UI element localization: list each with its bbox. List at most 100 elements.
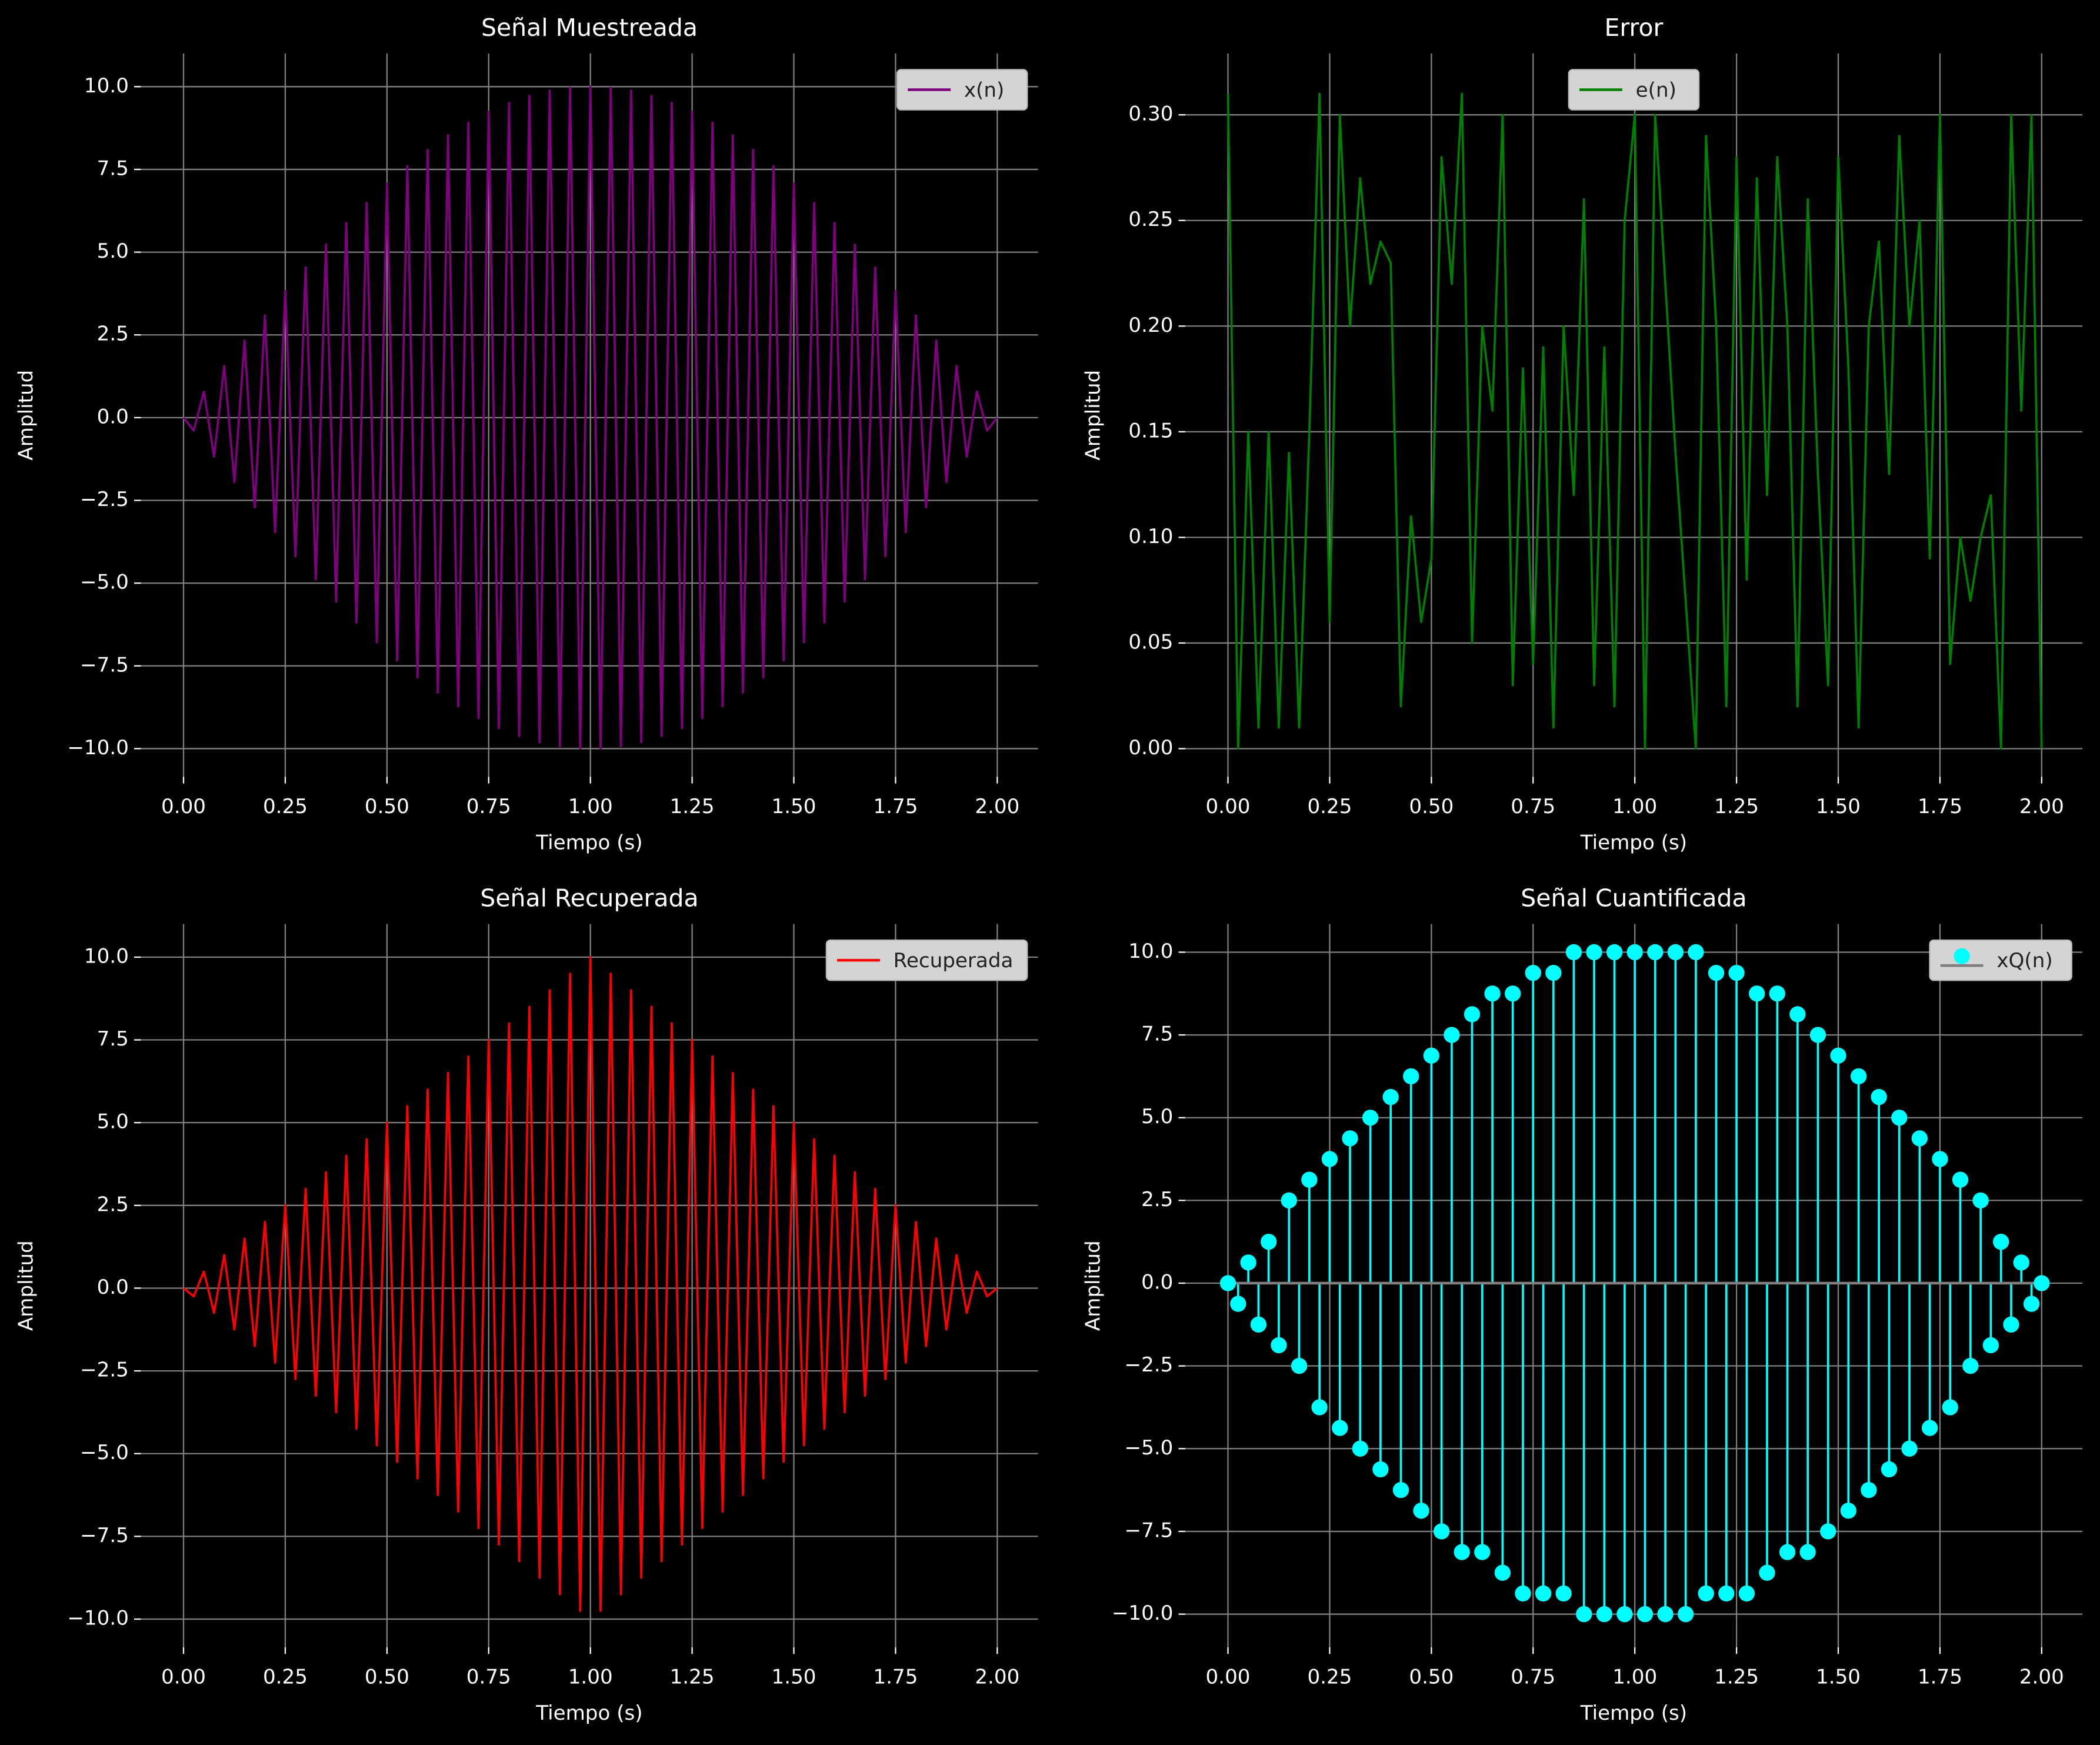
- marker: [1219, 1275, 1236, 1291]
- marker: [1789, 1006, 1806, 1023]
- marker: [1332, 1420, 1348, 1436]
- marker: [1942, 1399, 1958, 1416]
- marker: [1606, 944, 1623, 961]
- series-line: [182, 85, 998, 750]
- marker: [1301, 1171, 1318, 1188]
- y-tick-label: 0.10: [1128, 525, 1173, 548]
- y-axis-label: Amplitud: [1082, 370, 1105, 461]
- subplot: 0.00 0.25 0.50 0.75 1.00 1.25 1.50 1.75 2.00 −10.…: [14, 884, 1038, 1725]
- marker: [1779, 1544, 1796, 1560]
- y-tick-label: 0.15: [1128, 419, 1173, 442]
- x-tick-label: 0.50: [1409, 1666, 1454, 1689]
- marker: [1596, 1606, 1612, 1623]
- y-tick-label: 2.5: [97, 322, 129, 346]
- legend-label: x(n): [964, 78, 1004, 102]
- marker: [1708, 964, 1725, 981]
- marker: [1636, 1606, 1654, 1623]
- y-tick-label: 5.0: [1141, 1105, 1173, 1128]
- marker: [1281, 1192, 1297, 1209]
- x-tick-label: 0.75: [466, 1666, 511, 1689]
- legend-label: xQ(n): [1996, 949, 2052, 973]
- subplot: 0.00 0.25 0.50 0.75 1.00 1.25 1.50 1.75 2.00 −10.…: [1082, 884, 2083, 1725]
- chart-title: Error: [1605, 14, 1664, 42]
- y-tick-label: 7.5: [1141, 1023, 1173, 1046]
- y-tick-label: 0.0: [97, 1276, 129, 1299]
- y-tick-label: 0.0: [1141, 1271, 1173, 1294]
- x-tick-label: 0.50: [1409, 795, 1454, 818]
- marker: [1993, 1234, 2009, 1250]
- marker: [1230, 1296, 1246, 1312]
- marker: [1413, 1503, 1429, 1519]
- marker: [1535, 1585, 1552, 1602]
- marker: [1576, 1606, 1592, 1623]
- marker: [1728, 964, 1745, 981]
- x-tick-label: 0.75: [1511, 1666, 1555, 1689]
- marker: [1565, 944, 1582, 961]
- marker: [1901, 1440, 1918, 1457]
- marker: [2003, 1316, 2019, 1333]
- x-tick-label: 0.25: [263, 795, 308, 818]
- chart-title: Señal Recuperada: [480, 884, 698, 913]
- chart-title: Señal Muestreada: [481, 14, 698, 42]
- y-tick-label: −7.5: [1125, 1518, 1174, 1542]
- marker: [1321, 1151, 1338, 1167]
- y-tick-label: 7.5: [97, 156, 129, 180]
- y-tick-label: 0.20: [1128, 314, 1173, 337]
- y-tick-label: −2.5: [1125, 1353, 1174, 1377]
- y-tick-label: 0.00: [1128, 736, 1173, 760]
- marker: [1667, 944, 1684, 961]
- marker: [1555, 1585, 1572, 1602]
- x-tick-label: 2.00: [2019, 1666, 2064, 1689]
- legend-box: [1568, 69, 1700, 111]
- y-tick-label: 2.5: [97, 1193, 129, 1216]
- marker: [1932, 1151, 1948, 1167]
- marker: [2013, 1254, 2029, 1271]
- y-tick-label: −10.0: [67, 1607, 129, 1630]
- y-tick-label: 10.0: [84, 944, 129, 968]
- marker: [1545, 964, 1562, 981]
- marker: [1433, 1523, 1450, 1540]
- marker: [1952, 1171, 1969, 1188]
- marker: [1647, 944, 1664, 961]
- y-tick-label: −2.5: [80, 488, 129, 511]
- marker: [2034, 1275, 2050, 1291]
- marker: [1820, 1523, 1836, 1540]
- marker: [1525, 964, 1541, 981]
- marker: [1861, 1481, 1877, 1498]
- marker: [1586, 944, 1602, 961]
- marker: [1982, 1337, 1999, 1354]
- y-axis-label: Amplitud: [14, 370, 38, 461]
- x-tick-label: 1.25: [1714, 795, 1759, 818]
- x-tick-label: 0.25: [1307, 795, 1352, 818]
- y-axis-label: Amplitud: [14, 1240, 38, 1331]
- marker: [1891, 1110, 1908, 1126]
- x-tick-label: 1.75: [873, 1666, 918, 1689]
- marker: [1464, 1006, 1481, 1023]
- legend-box: [825, 939, 1028, 981]
- series-line: [1226, 92, 2043, 750]
- x-axis-label: Tiempo (s): [1580, 831, 1687, 855]
- x-tick-label: 1.75: [1918, 1666, 1962, 1689]
- y-axis-label: Amplitud: [1082, 1240, 1105, 1331]
- marker: [1881, 1461, 1898, 1478]
- y-tick-label: 0.05: [1128, 630, 1173, 654]
- x-tick-label: 0.75: [466, 795, 511, 818]
- marker: [1688, 944, 1704, 961]
- legend-label: e(n): [1636, 78, 1676, 102]
- y-tick-label: 10.0: [84, 74, 129, 98]
- x-tick-label: 0.75: [1511, 795, 1555, 818]
- y-tick-label: −2.5: [80, 1358, 129, 1382]
- marker: [1454, 1544, 1470, 1560]
- x-axis-label: Tiempo (s): [1580, 1701, 1687, 1725]
- x-tick-label: 0.00: [1206, 1666, 1251, 1689]
- x-tick-label: 0.25: [1307, 1666, 1352, 1689]
- marker: [1342, 1130, 1358, 1147]
- y-tick-label: −5.0: [80, 571, 129, 594]
- legend-box: [896, 69, 1028, 111]
- y-tick-label: 2.5: [1141, 1188, 1173, 1211]
- marker: [1698, 1585, 1714, 1602]
- x-tick-label: 0.50: [365, 795, 409, 818]
